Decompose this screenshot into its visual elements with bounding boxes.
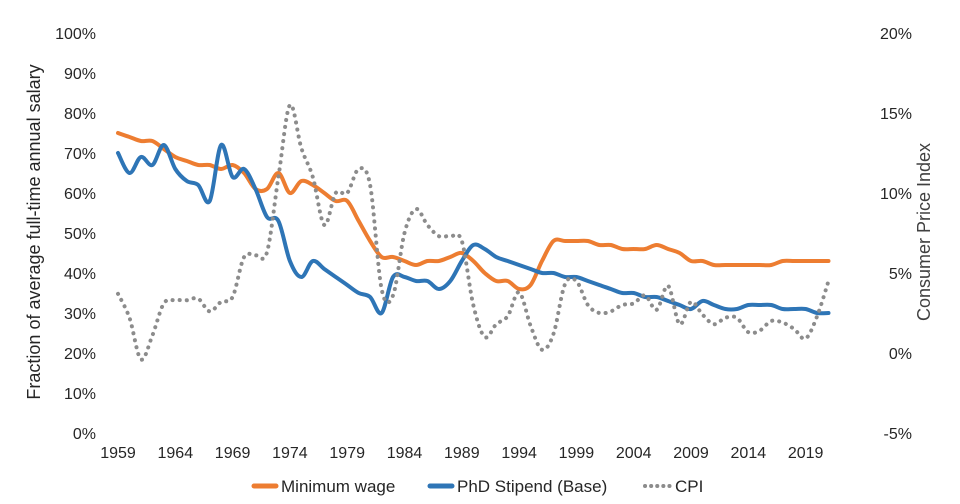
y-tick-label: 80%	[64, 106, 96, 123]
x-tick-label: 1964	[158, 445, 194, 462]
y-tick-label: 0%	[73, 426, 96, 443]
x-tick-label: 2014	[731, 445, 767, 462]
x-tick-label: 1979	[329, 445, 365, 462]
x-tick-label: 1959	[100, 445, 136, 462]
legend-label-minimum-wage: Minimum wage	[281, 477, 395, 496]
y-tick-label: 90%	[64, 66, 96, 83]
y2-axis-title: Consumer Price Index	[914, 143, 934, 321]
legend-label-phd-stipend: PhD Stipend (Base)	[457, 477, 607, 496]
left-axis-ticks: 0% 10% 20% 30% 40% 50% 60% 70% 80% 90% 100%	[55, 26, 96, 443]
y-tick-label: 20%	[64, 346, 96, 363]
legend: Minimum wage PhD Stipend (Base) CPI	[251, 477, 703, 496]
x-tick-label: 1989	[444, 445, 480, 462]
y-tick-label: 60%	[64, 186, 96, 203]
x-tick-label: 1969	[215, 445, 251, 462]
x-tick-label: 2009	[673, 445, 709, 462]
y2-tick-label: 15%	[880, 106, 912, 123]
y2-tick-label: -5%	[884, 426, 912, 443]
y2-tick-label: 0%	[889, 346, 912, 363]
y2-tick-label: 5%	[889, 266, 912, 283]
y-tick-label: 30%	[64, 306, 96, 323]
x-axis-ticks: 1959 1964 1969 1974 1979 1984 1989 1994 1999 2004…	[100, 445, 823, 462]
right-axis-ticks: -5% 0% 5% 10% 15% 20%	[880, 26, 912, 443]
x-tick-label: 1974	[272, 445, 308, 462]
y-tick-label: 10%	[64, 386, 96, 403]
x-tick-label: 1994	[501, 445, 537, 462]
y-axis-title: Fraction of average full-time annual sal…	[24, 64, 44, 399]
y-tick-label: 100%	[55, 26, 96, 43]
series-line-cpi	[116, 102, 831, 362]
y-tick-label: 40%	[64, 266, 96, 283]
y-tick-label: 70%	[64, 146, 96, 163]
series-lines	[116, 102, 831, 362]
x-tick-label: 1999	[559, 445, 595, 462]
series-line-minimum-wage	[116, 131, 831, 292]
legend-label-cpi: CPI	[675, 477, 703, 496]
y2-tick-label: 20%	[880, 26, 912, 43]
x-tick-label: 2004	[616, 445, 652, 462]
y2-tick-label: 10%	[880, 186, 912, 203]
x-tick-label: 1984	[387, 445, 423, 462]
series-line-phd-stipend-base	[116, 142, 831, 316]
y-tick-label: 50%	[64, 226, 96, 243]
x-tick-label: 2019	[788, 445, 824, 462]
